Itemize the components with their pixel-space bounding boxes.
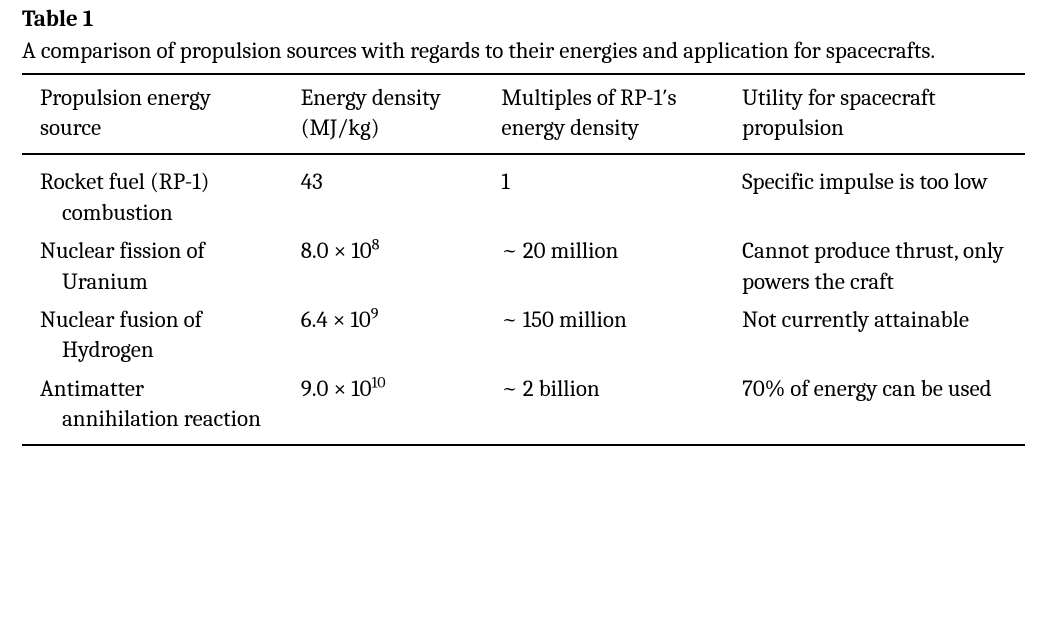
table-row: Rocket fuel (RP-1) combustion 43 1 Speci… xyxy=(22,154,1025,232)
cell-utility: Cannot produce thrust, only powers the c… xyxy=(724,232,1025,301)
cell-energy: 43 xyxy=(283,154,484,232)
cell-source: Nuclear fission of Uranium xyxy=(22,232,283,301)
cell-utility: Specific impulse is too low xyxy=(724,154,1025,232)
col-header-energy: Energy density (MJ/kg) xyxy=(283,74,484,155)
cell-source: Nuclear fusion of Hydrogen xyxy=(22,301,283,370)
cell-energy: 9.0 × 1010 xyxy=(283,370,484,446)
cell-mult: ~ 20 million xyxy=(483,232,724,301)
cell-energy: 6.4 × 109 xyxy=(283,301,484,370)
cell-energy: 8.0 × 108 xyxy=(283,232,484,301)
col-header-mult: Multiples of RP-1′s energy density xyxy=(483,74,724,155)
cell-source: Rocket fuel (RP-1) combustion xyxy=(22,154,283,232)
col-header-source: Propulsion energy source xyxy=(22,74,283,155)
cell-mult: 1 xyxy=(483,154,724,232)
table-label: Table 1 xyxy=(22,4,1025,34)
table-row: Nuclear fission of Uranium 8.0 × 108 ~ 2… xyxy=(22,232,1025,301)
cell-utility: 70% of energy can be used xyxy=(724,370,1025,446)
propulsion-table: Propulsion energy source Energy density … xyxy=(22,73,1025,447)
table-header-row: Propulsion energy source Energy density … xyxy=(22,74,1025,155)
table-row: Antimatter annihilation reaction 9.0 × 1… xyxy=(22,370,1025,446)
cell-utility: Not currently attainable xyxy=(724,301,1025,370)
table-row: Nuclear fusion of Hydrogen 6.4 × 109 ~ 1… xyxy=(22,301,1025,370)
cell-source: Antimatter annihilation reaction xyxy=(22,370,283,446)
cell-mult: ~ 150 million xyxy=(483,301,724,370)
cell-mult: ~ 2 billion xyxy=(483,370,724,446)
table-caption: A comparison of propulsion sources with … xyxy=(22,36,1025,66)
col-header-utility: Utility for spacecraft propulsion xyxy=(724,74,1025,155)
